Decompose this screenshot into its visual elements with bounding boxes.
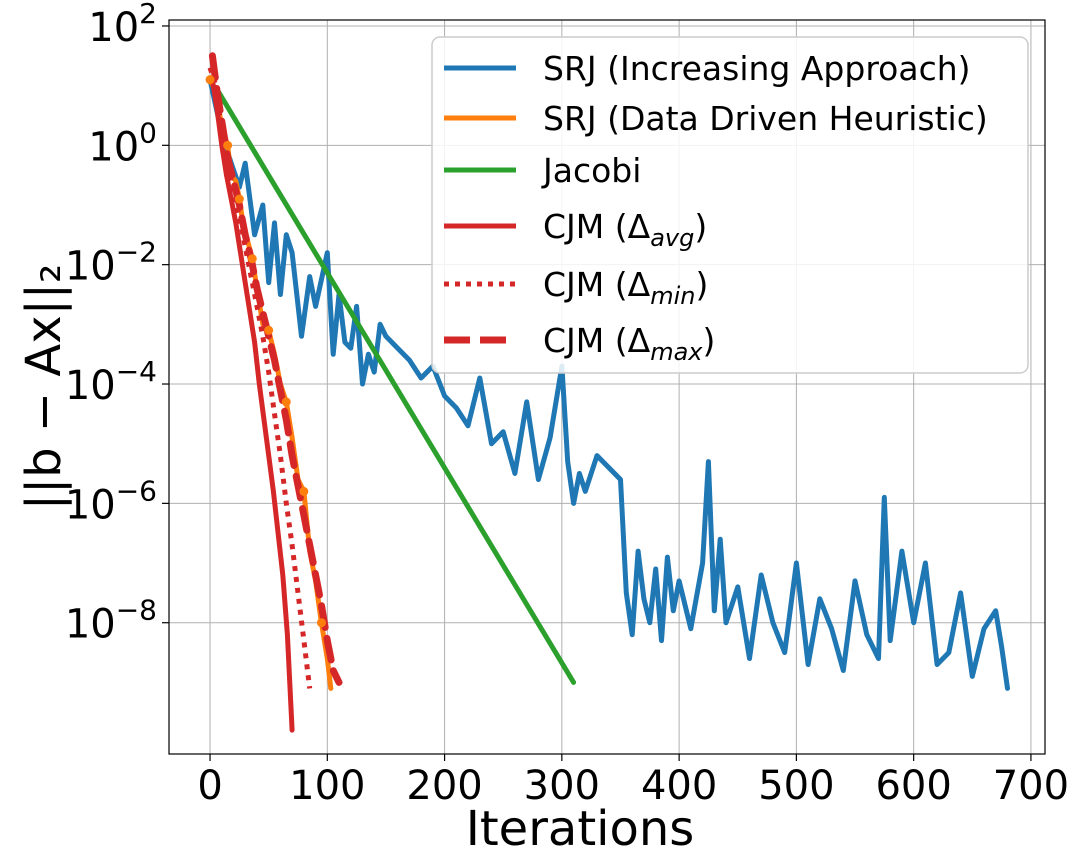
x-tick-label: 400 — [641, 763, 717, 809]
series-line-2 — [215, 89, 577, 685]
y-tick-label: 102 — [88, 0, 157, 51]
y-tick-label: 10−8 — [65, 594, 157, 648]
series-marker — [205, 75, 215, 85]
series-marker — [223, 140, 233, 150]
x-tick-label: 500 — [758, 763, 834, 809]
series-marker — [281, 397, 291, 407]
legend-label-4: CJM (Δmin) — [543, 265, 708, 310]
series-line-0 — [207, 77, 1010, 691]
legend-label-2: Jacobi — [541, 151, 641, 190]
legend-label-3: CJM (Δavg) — [543, 207, 707, 252]
series-marker — [234, 194, 244, 204]
plot-frame — [168, 19, 1046, 755]
x-tick-label: 600 — [875, 763, 951, 809]
series-marker — [299, 486, 309, 496]
legend-label-0: SRJ (Increasing Approach) — [543, 49, 971, 88]
series-line-5 — [208, 52, 343, 686]
x-tick-label: 700 — [993, 763, 1069, 809]
series-line-3 — [209, 77, 295, 733]
x-tick-label: 0 — [197, 763, 222, 809]
x-tick-label: 300 — [524, 763, 600, 809]
plot-series — [205, 52, 1010, 733]
y-tick-label: 10−2 — [65, 236, 157, 290]
x-axis: 0 100 200 300 400 500 600 700 — [197, 754, 1069, 809]
x-axis-title: Iterations — [466, 801, 695, 857]
series-marker — [264, 325, 274, 335]
legend-box — [431, 36, 1029, 374]
y-axis: 102 100 10−2 10−4 10−6 10−8 — [65, 0, 169, 648]
x-tick-label: 200 — [406, 763, 482, 809]
series-marker — [247, 254, 257, 264]
y-tick-label: 10−4 — [65, 355, 157, 409]
series-marker — [316, 618, 326, 628]
legend-label-1: SRJ (Data Driven Heuristic) — [543, 99, 988, 138]
y-tick-label: 100 — [88, 116, 157, 170]
legend-label-5: CJM (Δmax) — [543, 321, 715, 366]
y-axis-title: ||b − Ax||₂ — [16, 264, 72, 510]
legend: SRJ (Increasing Approach) SRJ (Data Drive… — [431, 36, 1029, 374]
y-tick-label: 10−6 — [65, 474, 157, 528]
x-tick-label: 100 — [289, 763, 365, 809]
